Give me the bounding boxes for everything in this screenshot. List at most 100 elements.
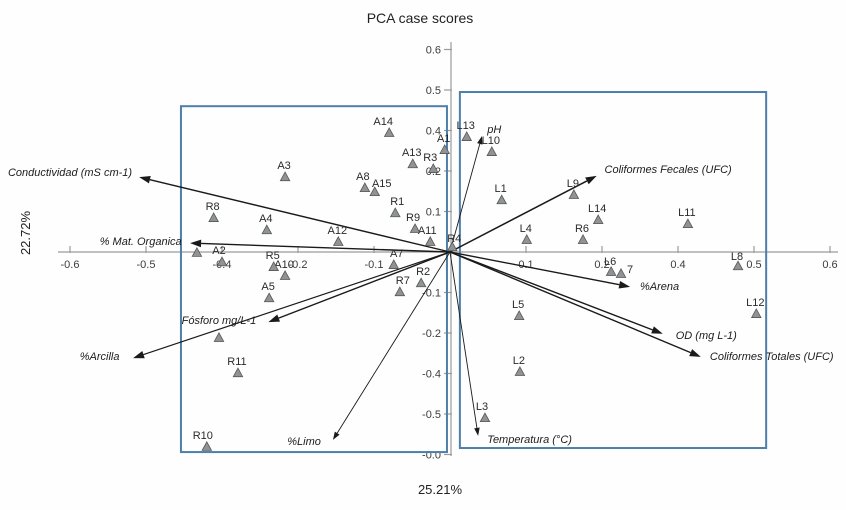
data-point-triangle bbox=[369, 186, 381, 197]
x-tick-label: -0.5 bbox=[137, 259, 156, 271]
x-tick-label: 0.6 bbox=[822, 259, 837, 271]
data-point-label: R4 bbox=[447, 233, 461, 245]
vector-arrow-shaft bbox=[449, 251, 691, 354]
vector-arrow-head bbox=[139, 175, 151, 184]
data-point-label: A3 bbox=[277, 160, 290, 172]
vector-arrow-head bbox=[332, 431, 340, 440]
y-tick-label: -0.4 bbox=[422, 369, 441, 381]
vector-label: %Arcilla bbox=[80, 351, 120, 363]
data-point-label: R1 bbox=[390, 196, 404, 208]
data-point-label: R2 bbox=[416, 266, 430, 278]
vector-arrow-head bbox=[133, 351, 145, 359]
data-point-label: A15 bbox=[372, 178, 392, 190]
vector-label: %Arena bbox=[640, 281, 679, 293]
data-point-triangle bbox=[388, 259, 400, 269]
data-point-label: 7 bbox=[627, 264, 633, 276]
vector-arrow-shaft bbox=[143, 251, 451, 356]
data-point-triangle bbox=[424, 236, 436, 246]
vector-arrow-head bbox=[190, 239, 202, 248]
data-point-triangle bbox=[208, 212, 220, 222]
data-point-triangle bbox=[427, 163, 439, 173]
vector-arrow-shaft bbox=[449, 251, 478, 429]
data-point-triangle bbox=[191, 246, 203, 257]
x-tick-label: -0.2 bbox=[289, 259, 308, 271]
data-point-label: R9 bbox=[406, 212, 420, 224]
vector-arrow-head bbox=[689, 349, 701, 357]
data-point-label: L11 bbox=[678, 207, 696, 219]
vector-label: pH bbox=[486, 124, 501, 136]
data-point-triangle bbox=[513, 310, 525, 320]
data-point-label: A5 bbox=[261, 281, 274, 293]
data-point-triangle bbox=[615, 268, 627, 278]
data-point-triangle bbox=[261, 224, 273, 235]
data-point-label: L1 bbox=[495, 183, 507, 195]
vector-label: Coliformes Totales (UFC) bbox=[710, 351, 834, 363]
x-tick-label: -0.1 bbox=[365, 259, 384, 271]
data-point-label: A13 bbox=[402, 147, 422, 159]
y-tick-label: -0.5 bbox=[422, 409, 441, 421]
data-point-triangle bbox=[521, 234, 533, 244]
data-point-label: L6 bbox=[604, 256, 616, 268]
vector-arrow-head bbox=[474, 427, 480, 436]
y-axis-percent-label: 22.72% bbox=[18, 210, 33, 256]
x-tick-label: 0.5 bbox=[746, 259, 761, 271]
vector-arrow-shaft bbox=[201, 242, 451, 253]
data-point-triangle bbox=[359, 182, 371, 193]
data-point-triangle bbox=[389, 207, 401, 218]
y-tick-label: -0.1 bbox=[422, 288, 441, 300]
data-point-triangle bbox=[268, 261, 280, 271]
data-point-label: L5 bbox=[512, 299, 524, 311]
vector-label: %Limo bbox=[287, 436, 321, 448]
data-point-label: L8 bbox=[731, 251, 743, 263]
y-tick-label: 0.5 bbox=[426, 85, 441, 97]
right-group-box bbox=[458, 91, 768, 450]
data-point-triangle bbox=[568, 189, 580, 199]
data-point-label: A4 bbox=[259, 213, 272, 225]
vector-label: Temperatura (°C) bbox=[487, 434, 572, 446]
data-point-triangle bbox=[446, 241, 458, 252]
chart-title: PCA case scores bbox=[366, 10, 474, 26]
data-point-triangle bbox=[439, 144, 451, 154]
y-tick-label: 0.4 bbox=[426, 126, 441, 138]
data-point-label: A11 bbox=[418, 225, 437, 237]
data-point-label: R7 bbox=[396, 275, 410, 287]
data-point-label: A1 bbox=[437, 133, 450, 145]
data-point-label: R6 bbox=[575, 223, 589, 235]
vector-label: Conductividad (mS cm-1) bbox=[8, 167, 132, 179]
data-point-triangle bbox=[263, 292, 275, 303]
data-point-triangle bbox=[394, 286, 406, 297]
data-point-triangle bbox=[201, 440, 213, 451]
data-point-triangle bbox=[592, 214, 604, 225]
vector-arrow-shaft bbox=[449, 180, 588, 253]
vector-label: Fósforo mg/L-1 bbox=[182, 315, 257, 327]
data-point-triangle bbox=[479, 412, 491, 423]
x-tick-label: 0.4 bbox=[670, 259, 685, 271]
data-point-label: A12 bbox=[327, 225, 347, 237]
data-point-label: A14 bbox=[373, 116, 393, 128]
y-tick-label: -0.2 bbox=[422, 328, 441, 340]
vector-arrow-head bbox=[618, 281, 631, 289]
data-point-triangle bbox=[577, 234, 589, 244]
data-point-label: R3 bbox=[423, 152, 437, 164]
data-point-triangle bbox=[682, 218, 694, 229]
left-group-box bbox=[179, 105, 448, 454]
data-point-triangle bbox=[732, 260, 744, 271]
data-point-triangle bbox=[750, 308, 762, 318]
data-point-label: A8 bbox=[356, 171, 369, 183]
data-point-label: L4 bbox=[520, 223, 532, 235]
vector-label: OD (mg L-1) bbox=[676, 330, 737, 342]
data-point-triangle bbox=[213, 332, 225, 342]
data-point-triangle bbox=[407, 158, 419, 169]
data-point-label: R8 bbox=[206, 201, 220, 213]
data-point-label: L13 bbox=[457, 120, 475, 132]
vector-arrow-shaft bbox=[149, 178, 451, 253]
data-point-label: A7 bbox=[390, 248, 403, 260]
vector-arrow-head bbox=[477, 136, 483, 145]
vector-label: Coliformes Fecales (UFC) bbox=[605, 164, 732, 176]
vector-label: % Mat. Organica bbox=[100, 236, 182, 248]
data-point-label: R11 bbox=[227, 356, 246, 368]
data-point-triangle bbox=[383, 127, 395, 137]
data-point-label: L9 bbox=[567, 178, 579, 190]
